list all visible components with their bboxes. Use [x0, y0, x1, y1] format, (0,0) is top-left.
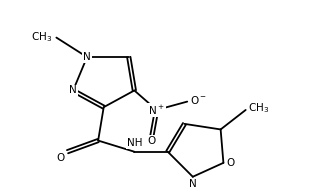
Text: O: O: [147, 136, 155, 146]
Text: O: O: [226, 158, 234, 168]
Text: N: N: [69, 85, 77, 96]
Text: CH$_3$: CH$_3$: [248, 102, 270, 115]
Text: N: N: [83, 52, 91, 62]
Text: CH$_3$: CH$_3$: [31, 31, 52, 45]
Text: O$^-$: O$^-$: [190, 94, 207, 106]
Text: N$^+$: N$^+$: [148, 103, 165, 117]
Text: NH: NH: [127, 138, 142, 148]
Text: N: N: [189, 179, 197, 189]
Text: O: O: [57, 153, 65, 163]
